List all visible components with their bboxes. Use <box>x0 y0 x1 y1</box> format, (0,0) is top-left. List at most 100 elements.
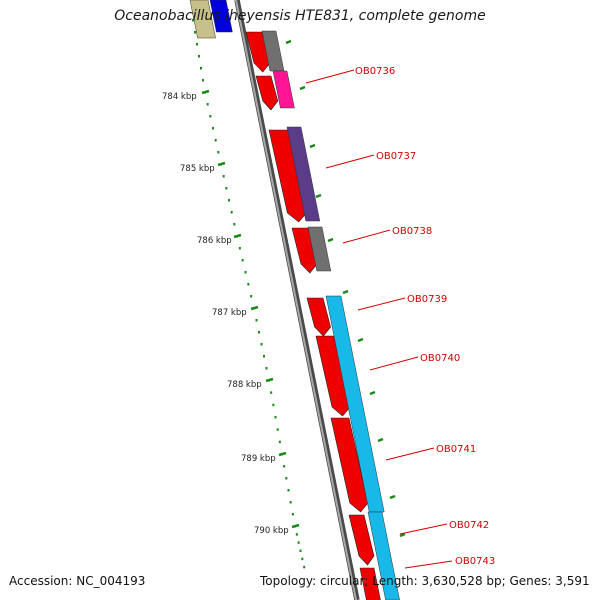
ruler-dot <box>250 295 253 298</box>
gene-label-ob0741[interactable]: OB0741 <box>436 444 476 455</box>
ruler-dot <box>255 319 258 322</box>
gene-arrow-ob0742[interactable] <box>348 514 375 566</box>
ruler-dot <box>289 501 292 504</box>
ruler-dot <box>228 199 230 202</box>
label-leader-line <box>342 229 391 244</box>
label-leader-line <box>369 356 419 371</box>
ruler-major-tick <box>233 233 242 239</box>
kbp-label-790: 790 kbp <box>254 526 289 536</box>
genome-backbone-highlight <box>235 0 357 600</box>
ruler-dot <box>206 103 209 106</box>
ruler-dot <box>301 557 304 561</box>
ruler-dot <box>291 513 294 516</box>
accession-text: Accession: NC_004193 <box>9 574 146 588</box>
ruler-dot <box>263 355 265 358</box>
ruler-dot <box>285 477 288 480</box>
gene-arrow-ob0736b[interactable] <box>255 75 279 111</box>
ruler-dot <box>270 391 273 394</box>
ruler-major-tick <box>265 377 274 383</box>
track-tick <box>342 289 349 295</box>
ruler-dot <box>209 115 212 118</box>
ruler-dot <box>198 55 200 58</box>
kbp-label-784: 784 kbp <box>162 92 197 102</box>
ruler-dot <box>274 416 277 419</box>
ruler-dot <box>247 283 250 286</box>
track-tick <box>299 85 306 91</box>
cog-block-cyan-1[interactable] <box>325 295 385 513</box>
ruler-dot <box>283 465 286 468</box>
cog-block-cyan-2[interactable] <box>367 511 400 600</box>
cog-block-blue[interactable] <box>209 0 233 33</box>
ruler-major-tick <box>278 451 287 457</box>
topology-text: Topology: circular; Length: 3,630,528 bp… <box>260 574 590 588</box>
kbp-label-787: 787 kbp <box>212 308 247 318</box>
ruler-dot <box>196 43 198 46</box>
ruler-dot <box>192 19 194 22</box>
ruler-dot <box>244 271 247 274</box>
gene-label-ob0737[interactable]: OB0737 <box>376 151 416 162</box>
cog-block-tan[interactable] <box>189 0 216 39</box>
ruler-dot <box>194 31 196 34</box>
gene-arrow-ob0737[interactable] <box>268 129 307 223</box>
track-tick <box>377 437 384 443</box>
gene-label-ob0743[interactable]: OB0743 <box>455 556 495 567</box>
gene-label-ob0740[interactable]: OB0740 <box>420 353 460 364</box>
track-tick <box>399 532 406 538</box>
ruler-dot <box>212 127 214 130</box>
gene-labels: OB0736 OB0737 OB0738 OB0739 OB0740 OB074… <box>355 66 495 567</box>
gene-label-ob0742[interactable]: OB0742 <box>449 520 489 531</box>
ruler-major-tick <box>250 305 259 311</box>
label-leader-line <box>357 297 406 311</box>
track-tick <box>285 39 292 45</box>
track-tick <box>315 193 322 199</box>
ruler-dot <box>295 533 298 536</box>
label-leader-line <box>325 154 375 169</box>
ruler-dot <box>241 259 244 262</box>
gene-label-ob0736[interactable]: OB0736 <box>355 66 395 77</box>
kbp-label-789: 789 kbp <box>241 454 276 464</box>
track-tick <box>369 390 376 396</box>
gene-label-leaders <box>305 69 453 569</box>
ruler-dot <box>272 403 275 407</box>
cog-block-magenta[interactable] <box>272 70 295 109</box>
ruler-major-tick <box>217 161 226 167</box>
ruler-dot <box>202 79 204 82</box>
track-tick <box>327 237 334 243</box>
kbp-label-785: 785 kbp <box>180 164 215 174</box>
ruler-dot <box>276 428 279 431</box>
ruler-dot <box>287 489 290 492</box>
ruler-major-tick <box>291 523 300 529</box>
gene-label-ob0738[interactable]: OB0738 <box>392 226 432 237</box>
cog-block-purple[interactable] <box>286 126 321 222</box>
cog-block-gray-2[interactable] <box>307 226 332 272</box>
ruler-dot <box>278 440 281 444</box>
gene-arrow-ob0743[interactable] <box>359 567 382 600</box>
gene-label-ob0739[interactable]: OB0739 <box>407 294 447 305</box>
ruler-dot <box>238 247 241 250</box>
track-tick <box>309 143 316 149</box>
label-leader-line <box>404 560 453 569</box>
ruler-dot <box>299 549 302 552</box>
ruler-major-tick <box>201 89 210 95</box>
ruler-tick-labels: 784 kbp 785 kbp 786 kbp 787 kbp 788 kbp … <box>162 92 289 536</box>
ruler-dot <box>260 343 263 346</box>
gene-arrow-ob0739[interactable] <box>306 297 331 337</box>
gene-features <box>189 0 400 600</box>
kbp-label-788: 788 kbp <box>227 380 262 390</box>
gene-arrow-ob0740[interactable] <box>315 335 351 417</box>
ruler-dot <box>297 541 300 544</box>
track-tick <box>389 494 396 500</box>
ruler-ticks <box>201 39 406 538</box>
ruler-dot <box>265 367 268 370</box>
ruler-dot <box>233 223 236 226</box>
gene-arrow-ob0741[interactable] <box>330 417 369 513</box>
ruler-dot <box>222 175 225 178</box>
ruler-dot <box>230 211 233 214</box>
ruler-dot <box>225 187 228 190</box>
ruler-dot <box>258 331 260 334</box>
map-title: Oceanobacillus iheyensis HTE831, complet… <box>114 8 486 24</box>
ruler-dot <box>214 139 217 142</box>
track-tick <box>357 337 364 343</box>
